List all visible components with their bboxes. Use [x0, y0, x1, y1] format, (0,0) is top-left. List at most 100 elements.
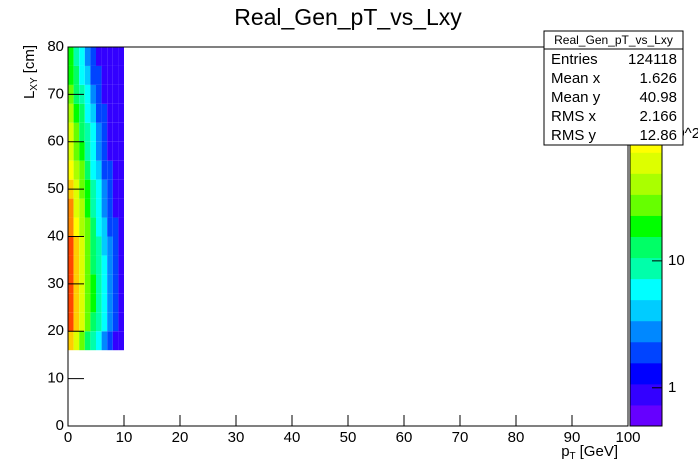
heat-cell — [84, 179, 91, 199]
y-tick-label: 10 — [47, 370, 64, 387]
x-axis-label-main: p — [561, 443, 569, 460]
heat-cell — [96, 198, 102, 218]
palette-swatch — [630, 383, 662, 406]
heat-cell — [107, 84, 113, 104]
heat-cell — [118, 198, 124, 218]
heat-cell — [112, 84, 119, 104]
x-tick-label: 90 — [564, 429, 581, 446]
palette-swatch — [630, 215, 662, 237]
heat-cell — [79, 293, 85, 313]
x-tick-label: 80 — [508, 429, 525, 446]
x-tick-label: 100 — [615, 429, 640, 446]
heat-cell — [118, 65, 124, 85]
heat-cell — [73, 65, 80, 85]
heat-cell — [118, 255, 124, 275]
heat-cell — [112, 274, 119, 294]
heat-cell — [96, 160, 102, 180]
heat-cell — [68, 236, 74, 256]
heat-cell — [68, 312, 74, 332]
heat-cell — [118, 236, 124, 256]
palette-swatch — [630, 257, 662, 280]
heat-cell — [90, 236, 96, 256]
y-tick-label: 70 — [47, 85, 64, 102]
heat-cell — [84, 65, 91, 85]
heat-cell — [73, 47, 80, 66]
x-tick-label: 40 — [284, 429, 301, 446]
heat-cell — [73, 255, 80, 275]
palette-swatch — [630, 341, 662, 364]
heat-cell — [73, 160, 80, 180]
heat-cell — [90, 122, 96, 142]
stats-value: 1.626 — [639, 70, 677, 87]
x-axis-label-sub: T — [570, 451, 576, 462]
palette-swatch — [630, 236, 662, 259]
heat-cell — [96, 217, 102, 237]
heat-cell — [90, 312, 96, 332]
heat-cell — [96, 255, 102, 275]
heat-cell — [79, 255, 85, 275]
stats-box — [543, 30, 684, 146]
heat-cell — [101, 236, 108, 256]
palette-swatch — [630, 404, 662, 427]
heat-cell — [118, 217, 124, 237]
heat-cell — [90, 179, 96, 199]
palette-swatch — [630, 320, 662, 343]
palette-swatch — [630, 152, 662, 174]
heat-cell — [101, 255, 108, 275]
heat-cell — [79, 217, 85, 237]
heat-cell — [73, 217, 80, 237]
heat-cell — [96, 103, 102, 123]
heat-cell — [84, 84, 91, 104]
heat-cell — [118, 84, 124, 104]
heat-cell — [84, 236, 91, 256]
heat-cell — [118, 331, 124, 351]
y-tick-label: 20 — [47, 322, 64, 339]
stats-label: Mean x — [551, 70, 601, 87]
heat-cell — [112, 236, 119, 256]
heat-cell — [107, 331, 113, 351]
heat-cell — [79, 103, 85, 123]
heat-cell — [96, 236, 102, 256]
heat-cell — [112, 47, 119, 66]
heat-cell — [107, 293, 113, 313]
heat-cell — [79, 141, 85, 161]
heat-cell — [96, 84, 102, 104]
heat-cell — [68, 217, 74, 237]
stats-value: 2.166 — [639, 108, 677, 125]
heat-cell — [84, 331, 91, 351]
heat-cell — [112, 103, 119, 123]
heat-cell — [73, 103, 80, 123]
stats-value: 12.86 — [639, 127, 677, 144]
heat-cell — [112, 141, 119, 161]
stats-value: 124118 — [628, 51, 677, 68]
heat-cell — [107, 141, 113, 161]
heat-cell — [101, 160, 108, 180]
heat-cell — [107, 312, 113, 332]
heat-cell — [84, 160, 91, 180]
heat-cell — [84, 103, 91, 123]
heat-cell — [90, 217, 96, 237]
heat-cell — [90, 160, 96, 180]
chart-title: Real_Gen_pT_vs_Lxy — [234, 4, 462, 30]
heat-cell — [96, 47, 102, 66]
heat-cell — [73, 236, 80, 256]
heat-cell — [90, 103, 96, 123]
stats-value: 40.98 — [639, 89, 677, 106]
heat-cell — [112, 217, 119, 237]
heat-cell — [90, 331, 96, 351]
heat-cell — [101, 198, 108, 218]
x-tick-label: 50 — [340, 429, 357, 446]
heat-cell — [73, 293, 80, 313]
heat-cell — [96, 274, 102, 294]
heat-cell — [68, 255, 74, 275]
heat-cell — [79, 198, 85, 218]
heat-cell — [73, 331, 80, 351]
heat-cell — [73, 141, 80, 161]
heat-cell — [107, 122, 113, 142]
heat-cell — [112, 255, 119, 275]
heat-cell — [112, 312, 119, 332]
heat-cell — [101, 47, 108, 66]
y-axis-label-unit: [cm] — [21, 45, 38, 73]
heat-cell — [84, 47, 91, 66]
heat-cell — [107, 160, 113, 180]
